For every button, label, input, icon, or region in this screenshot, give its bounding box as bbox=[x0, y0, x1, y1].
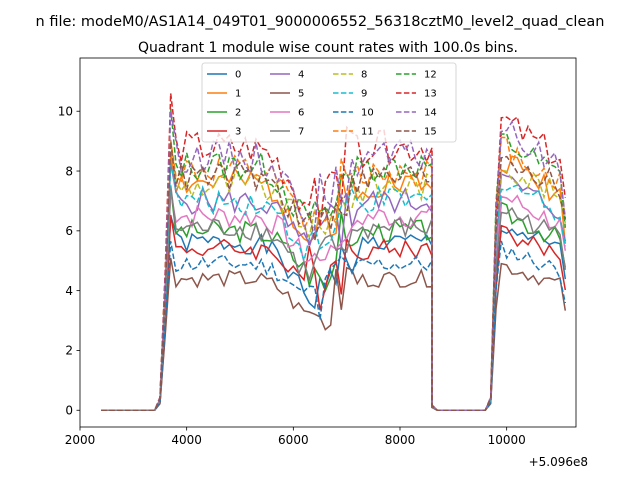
legend-entry-4: 4 bbox=[270, 70, 304, 81]
legend-label: 11 bbox=[361, 127, 374, 138]
legend-label: 0 bbox=[235, 70, 241, 81]
plot-frame bbox=[79, 57, 577, 428]
legend-label: 9 bbox=[361, 89, 367, 100]
legend-label: 4 bbox=[298, 70, 304, 81]
legend-entry-3: 3 bbox=[207, 127, 241, 138]
chart-suptitle: n file: modeM0/AS1A14_049T01_9000006552_… bbox=[36, 14, 605, 30]
x-axis: 2000 4000 6000 8000 10000 bbox=[65, 427, 526, 447]
series-line-10 bbox=[101, 240, 567, 412]
legend-entry-2: 2 bbox=[207, 108, 241, 119]
series-line-8 bbox=[101, 139, 567, 412]
legend-label: 10 bbox=[361, 108, 374, 119]
y-tick-label: 10 bbox=[58, 105, 73, 119]
legend-box bbox=[201, 62, 457, 143]
legend-label: 13 bbox=[424, 89, 437, 100]
legend-entry-5: 5 bbox=[270, 89, 304, 100]
chart-title: Quadrant 1 module wise count rates with … bbox=[138, 40, 518, 56]
legend-label: 3 bbox=[235, 127, 241, 138]
legend-entry-11: 11 bbox=[333, 127, 374, 138]
legend-label: 14 bbox=[424, 108, 437, 119]
y-tick-label: 2 bbox=[65, 344, 73, 358]
y-tick-label: 4 bbox=[65, 284, 73, 298]
legend-entry-13: 13 bbox=[396, 89, 437, 100]
legend-entry-10: 10 bbox=[333, 108, 374, 119]
legend-label: 15 bbox=[424, 127, 437, 138]
legend-entry-12: 12 bbox=[396, 70, 437, 81]
series-line-15 bbox=[101, 141, 567, 412]
legend-label: 2 bbox=[235, 108, 241, 119]
x-tick-label: 8000 bbox=[385, 433, 416, 447]
legend-entry-14: 14 bbox=[396, 108, 437, 119]
x-tick-label: 4000 bbox=[171, 433, 202, 447]
y-tick-label: 0 bbox=[65, 404, 73, 418]
y-tick-label: 6 bbox=[65, 224, 73, 238]
x-offset-label: +5.096e8 bbox=[529, 455, 588, 469]
legend-entry-7: 7 bbox=[270, 127, 304, 138]
legend-entry-9: 9 bbox=[333, 89, 367, 100]
legend-entry-1: 1 bbox=[207, 89, 241, 100]
legend-label: 12 bbox=[424, 70, 437, 81]
legend-entry-15: 15 bbox=[396, 127, 437, 138]
y-axis: 0 2 4 6 8 10 bbox=[58, 105, 80, 418]
legend-label: 8 bbox=[361, 70, 367, 81]
legend-label: 5 bbox=[298, 89, 304, 100]
y-tick-label: 8 bbox=[65, 164, 73, 178]
legend-label: 1 bbox=[235, 89, 241, 100]
x-tick-label: 6000 bbox=[278, 433, 309, 447]
x-tick-label: 2000 bbox=[65, 433, 96, 447]
series-line-14 bbox=[101, 110, 567, 412]
legend-entry-8: 8 bbox=[333, 70, 367, 81]
legend-label: 7 bbox=[298, 127, 304, 138]
x-tick-label: 10000 bbox=[488, 433, 526, 447]
legend-entry-0: 0 bbox=[207, 70, 241, 81]
legend-entry-6: 6 bbox=[270, 108, 304, 119]
series-lines bbox=[101, 93, 567, 412]
series-line-13 bbox=[101, 93, 567, 412]
legend-label: 6 bbox=[298, 108, 304, 119]
series-line-9 bbox=[101, 163, 567, 412]
